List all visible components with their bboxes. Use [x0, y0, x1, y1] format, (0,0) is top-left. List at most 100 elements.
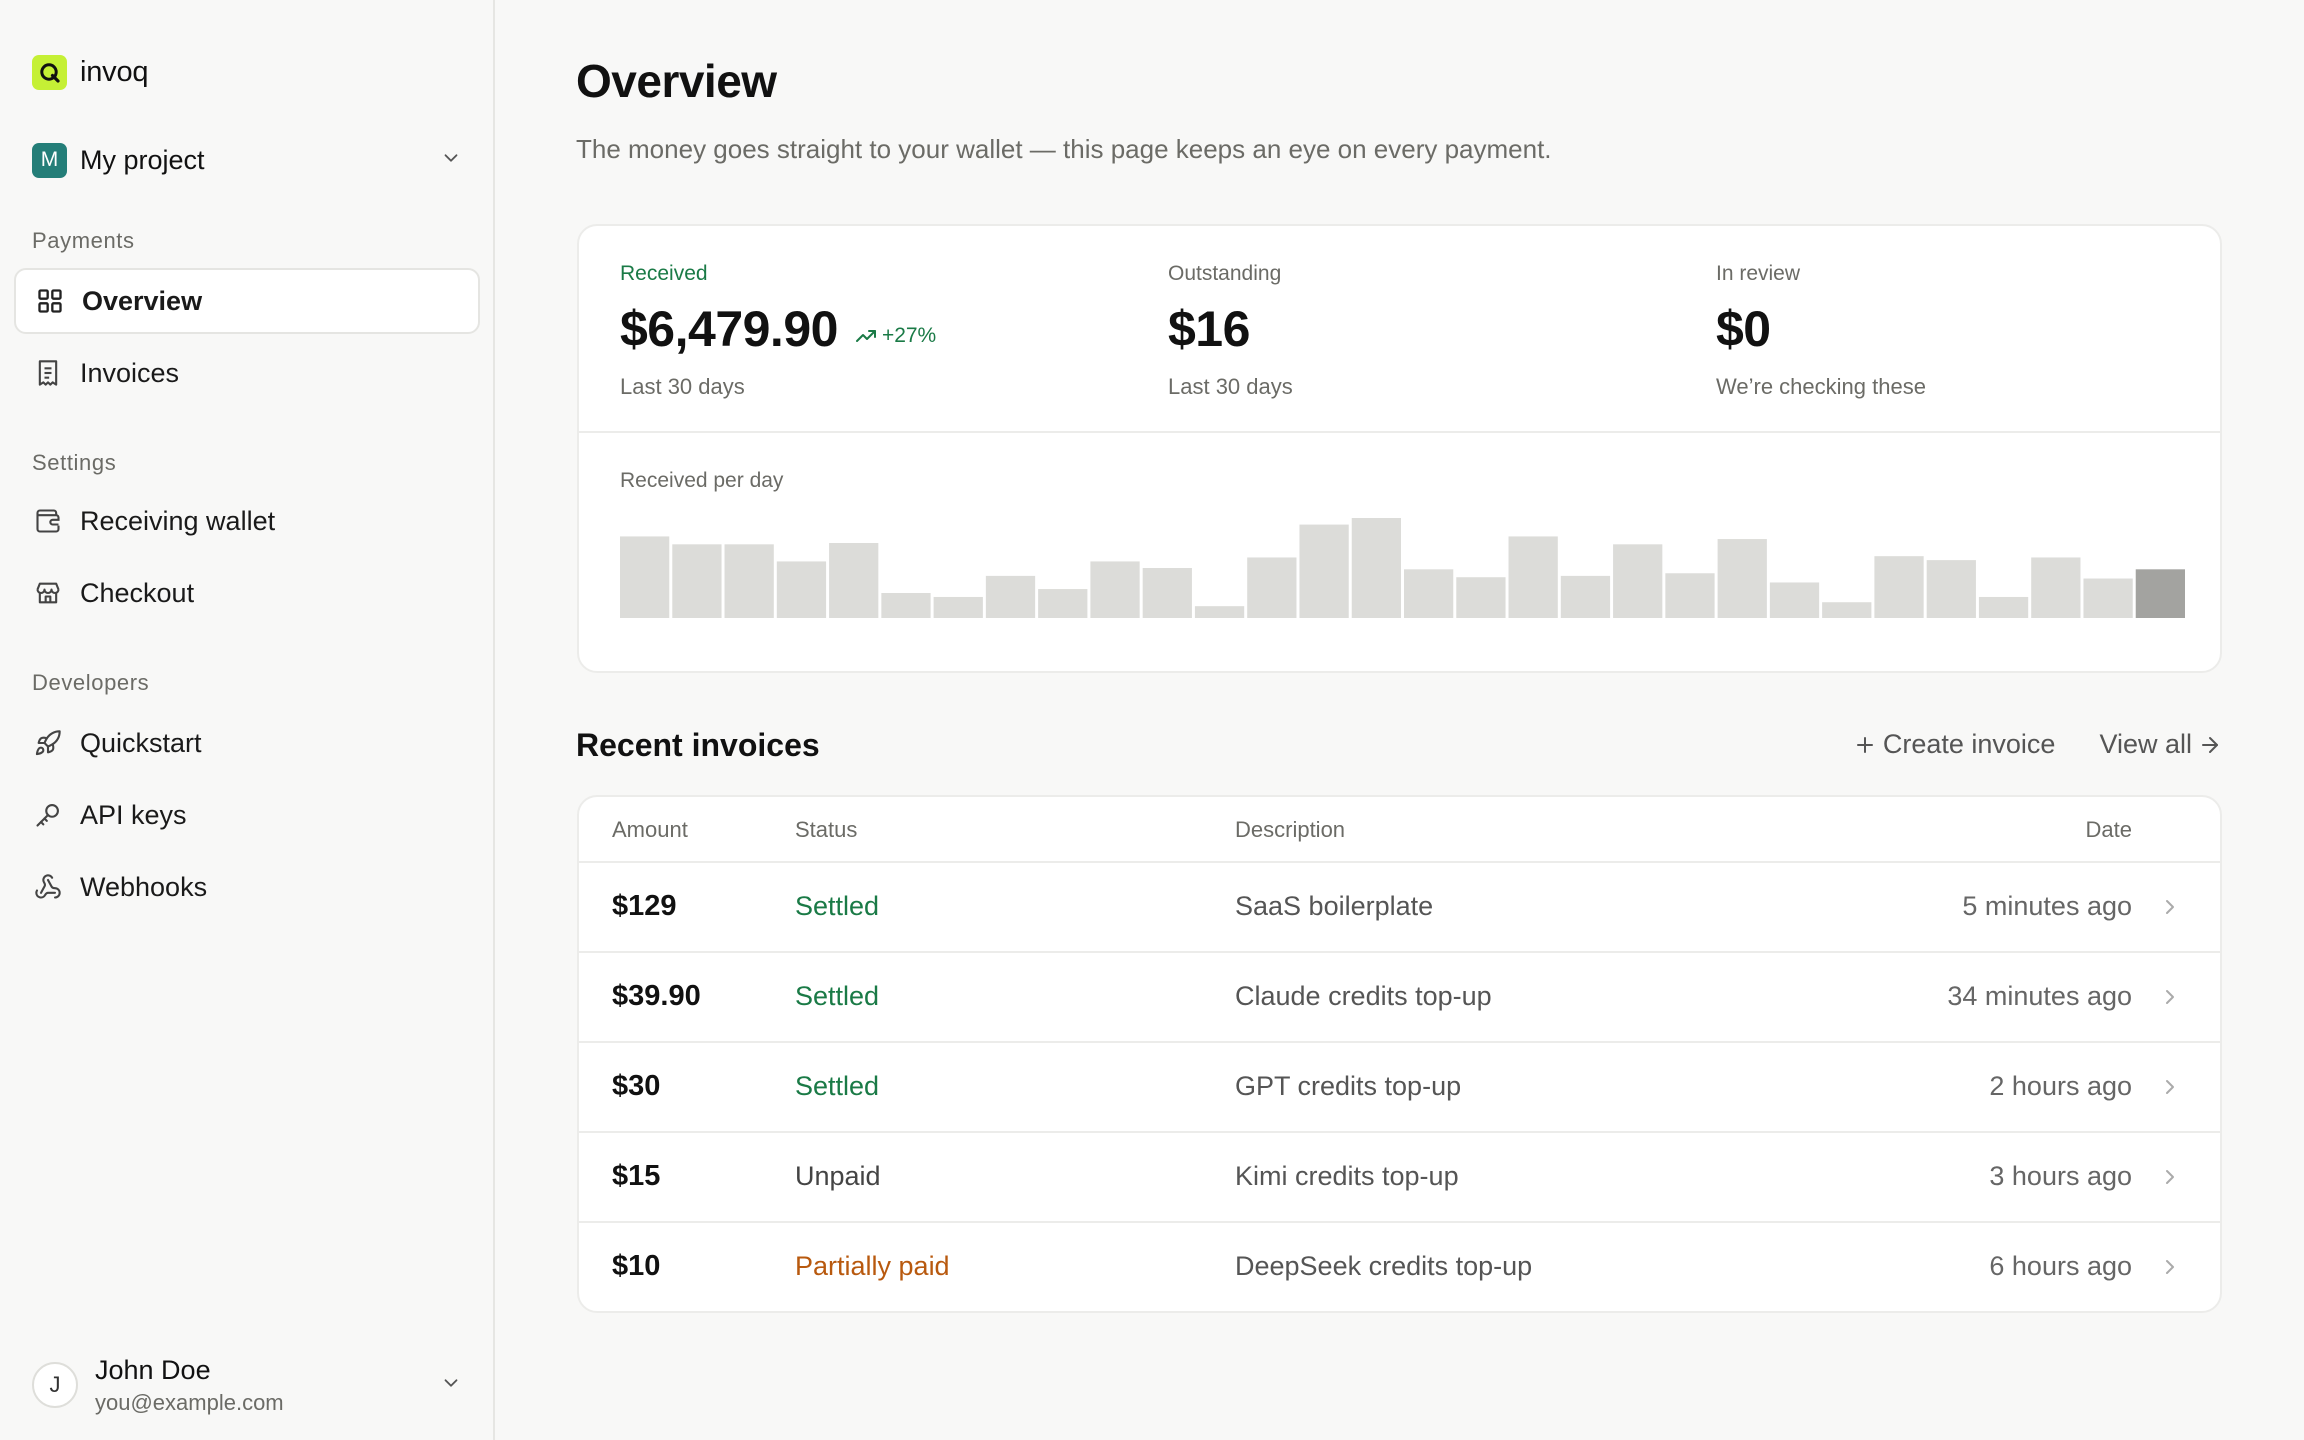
bar-chart: [620, 518, 2185, 618]
chart-bar: [1508, 536, 1558, 618]
chart-title: Received per day: [620, 469, 784, 492]
chart-bar: [2135, 569, 2185, 618]
stat-sub: Last 30 days: [1168, 374, 1293, 399]
chart-bar: [1247, 557, 1297, 618]
chart-bar: [1404, 569, 1454, 618]
chart-bar: [620, 536, 670, 618]
create-invoice-label: Create invoice: [1882, 729, 2056, 759]
chart-bar: [1769, 582, 1820, 618]
view-all-link[interactable]: View all: [2093, 729, 2222, 760]
invoice-status: Partially paid: [795, 1251, 950, 1281]
chart-bar: [881, 593, 931, 618]
chart-bar: [985, 575, 1036, 618]
invoice-amount: $15: [612, 1160, 661, 1192]
column-header-date[interactable]: Date: [2085, 817, 2132, 842]
chart-bar: [1456, 577, 1506, 618]
stat-received: Received $6,479.90 +27% Last 30 days: [620, 262, 936, 400]
column-header-amount[interactable]: Amount: [612, 817, 688, 842]
sidebar-item-checkout[interactable]: Checkout: [14, 560, 480, 626]
sidebar-item-label: Invoices: [80, 357, 180, 388]
stat-value: $16: [1168, 301, 1250, 357]
invoice-description: GPT credits top-up: [1235, 1071, 1462, 1101]
invoice-status: Settled: [795, 891, 880, 921]
stat-label: Received: [620, 262, 708, 285]
view-all-label: View all: [2099, 729, 2192, 759]
invoice-status: Settled: [795, 981, 880, 1011]
stat-value: $6,479.90: [620, 301, 838, 357]
brand[interactable]: invoq: [32, 55, 149, 90]
app-name: invoq: [80, 56, 149, 88]
page-subtitle: The money goes straight to your wallet —…: [576, 134, 1552, 164]
rocket-icon: [32, 727, 64, 759]
invoice-description: SaaS boilerplate: [1235, 891, 1434, 921]
stat-sub: We’re checking these: [1716, 374, 1926, 399]
stat-value: $0: [1716, 301, 1771, 357]
trend-badge: +27%: [854, 324, 936, 348]
invoice-status: Unpaid: [795, 1161, 881, 1191]
table-row[interactable]: $15 Unpaid Kimi credits top-up 3 hours ago: [579, 1133, 2220, 1223]
chart-bar: [1038, 589, 1088, 618]
sidebar-item-webhooks[interactable]: Webhooks: [14, 854, 480, 920]
store-icon: [32, 577, 64, 609]
project-avatar: M: [32, 142, 67, 178]
column-header-description[interactable]: Description: [1235, 817, 1346, 842]
sidebar: invoq M My project Payments Overview Inv…: [0, 0, 495, 1440]
logo-icon: [32, 55, 67, 90]
table-row[interactable]: $30 Settled GPT credits top-up 2 hours ago: [579, 1043, 2220, 1133]
invoice-amount: $39.90: [612, 980, 701, 1012]
chevron-down-icon: [440, 1372, 462, 1399]
trend-value: +27%: [881, 324, 937, 347]
key-icon: [32, 799, 64, 831]
project-switcher[interactable]: M My project: [32, 142, 464, 178]
chevron-down-icon: [440, 147, 462, 174]
table-row[interactable]: $10 Partially paid DeepSeek credits top-up…: [579, 1223, 2220, 1311]
sidebar-item-label: Overview: [82, 285, 203, 316]
create-invoice-button[interactable]: Create invoice: [1853, 729, 2062, 760]
receipt-icon: [32, 357, 64, 389]
sidebar-item-api-keys[interactable]: API keys: [14, 782, 480, 848]
invoice-description: Claude credits top-up: [1235, 981, 1492, 1011]
arrow-right-icon: [2202, 736, 2218, 753]
webhook-icon: [32, 871, 64, 903]
trending-up-icon: [855, 330, 876, 342]
chart-bar: [829, 543, 879, 618]
chart-bar: [1560, 575, 1611, 618]
sidebar-item-invoices[interactable]: Invoices: [14, 340, 480, 406]
avatar: J: [32, 1362, 78, 1408]
chart-bar: [776, 561, 827, 618]
wallet-icon: [32, 505, 64, 537]
stat-outstanding: Outstanding $16 Last 30 days: [1168, 262, 1293, 400]
chart-bar: [1090, 561, 1140, 618]
page-title: Overview: [576, 55, 777, 107]
stat-label: In review: [1716, 262, 1801, 285]
table-row[interactable]: $39.90 Settled Claude credits top-up 34 min…: [579, 953, 2220, 1043]
stat-sub: Last 30 days: [620, 374, 745, 399]
sidebar-item-quickstart[interactable]: Quickstart: [14, 710, 480, 776]
chevron-right-icon: [2158, 1255, 2182, 1286]
stat-in-review: In review $0 We’re checking these: [1716, 262, 1926, 400]
invoice-amount: $129: [612, 890, 677, 922]
table-row[interactable]: $129 Settled SaaS boilerplate 5 minutes ago: [579, 863, 2220, 953]
chart-bar: [1874, 556, 1924, 618]
divider: [579, 431, 2220, 433]
invoice-description: DeepSeek credits top-up: [1235, 1251, 1533, 1281]
sidebar-item-label: Checkout: [80, 577, 195, 608]
user-menu[interactable]: J John Doe you@example.com: [32, 1350, 464, 1420]
chart-bar: [672, 544, 722, 618]
chevron-right-icon: [2158, 1075, 2182, 1106]
sidebar-item-overview[interactable]: Overview: [14, 268, 480, 334]
chart-bar: [1665, 573, 1715, 618]
chart-bar: [1351, 518, 1401, 618]
invoice-date: 6 hours ago: [1989, 1251, 2132, 1281]
invoice-date: 2 hours ago: [1989, 1071, 2132, 1101]
sidebar-item-label: Webhooks: [80, 871, 208, 902]
chevron-right-icon: [2158, 985, 2182, 1016]
column-header-status[interactable]: Status: [795, 817, 858, 842]
sidebar-item-receiving-wallet[interactable]: Receiving wallet: [14, 488, 480, 554]
invoices-table: Amount Status Description Date $129 Settl…: [577, 795, 2222, 1313]
chart-bar: [2031, 557, 2081, 618]
sidebar-item-label: API keys: [80, 799, 187, 830]
chart-bar: [1142, 568, 1192, 618]
user-name: John Doe: [95, 1354, 211, 1385]
chart-bar: [2083, 578, 2133, 618]
